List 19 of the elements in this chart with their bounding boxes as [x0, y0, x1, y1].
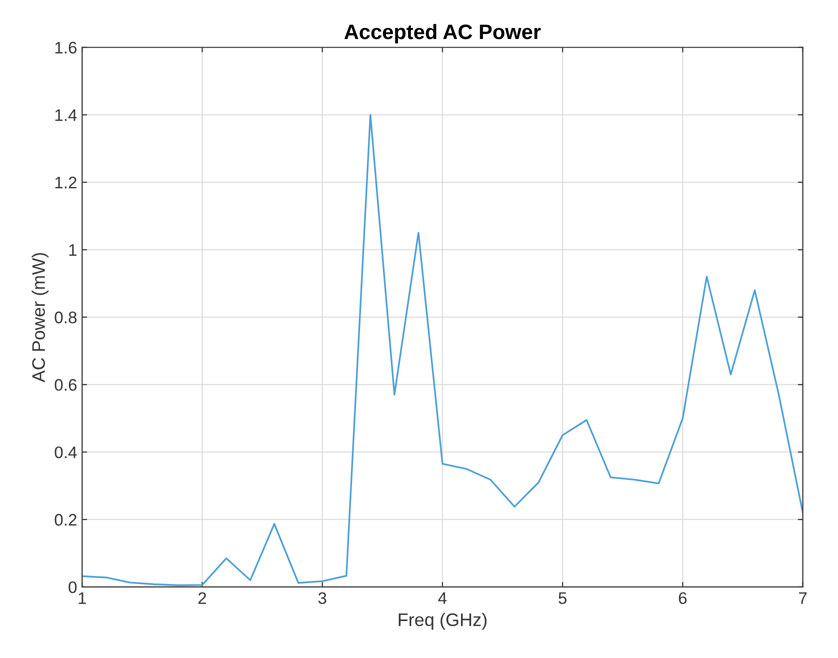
y-tick-label: 0.4 [54, 446, 77, 458]
y-tick-label: 1.6 [55, 42, 77, 54]
y-tick-label: 0.6 [54, 379, 77, 391]
y-tick-label: 1.4 [55, 109, 77, 121]
x-tick-label: 3 [318, 592, 326, 604]
y-axis-title: AC Power (mW) [32, 253, 49, 382]
y-tick-label: 0 [68, 581, 77, 594]
y-tick-label: 0.2 [54, 514, 76, 526]
x-tick-label: 6 [678, 592, 687, 604]
x-tick-label: 7 [799, 592, 807, 604]
y-tick-label: 0.8 [54, 312, 77, 324]
x-tick-label: 5 [558, 592, 567, 604]
x-axis-title: Freq (GHz) [398, 612, 486, 630]
y-tick-label: 1 [69, 244, 76, 256]
y-tick-label: 1.2 [55, 176, 76, 188]
x-tick-label: 1 [78, 592, 86, 604]
x-tick-label: 4 [438, 592, 447, 604]
chart-title: Accepted AC Power [344, 24, 541, 44]
x-tick-label: 2 [198, 592, 206, 604]
